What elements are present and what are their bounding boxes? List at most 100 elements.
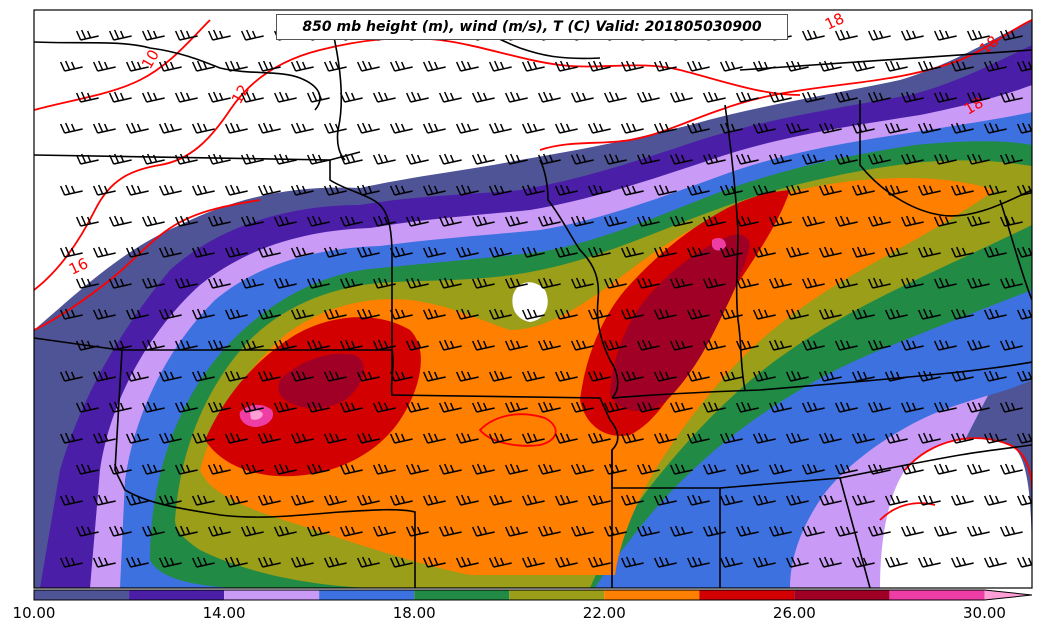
wind-barb: [834, 463, 858, 475]
wind-barb: [537, 277, 561, 289]
wind-barb: [686, 60, 710, 72]
wind-barb: [554, 556, 578, 568]
wind-barb: [75, 339, 99, 351]
wind-barb: [785, 60, 809, 72]
wind-barb: [141, 525, 165, 537]
wind-barb: [323, 60, 347, 72]
wind-barb: [125, 432, 149, 444]
colorbar-bin: [414, 590, 510, 600]
wind-barb: [570, 91, 594, 103]
wind-barb: [686, 370, 710, 382]
wind-barb: [521, 308, 545, 320]
wind-barb: [785, 122, 809, 134]
wind-barb: [669, 463, 693, 475]
wind-barb: [933, 463, 957, 475]
wind-barb: [752, 122, 776, 134]
wind-barb: [785, 184, 809, 196]
wind-barb: [900, 339, 924, 351]
wind-barb: [92, 122, 116, 134]
wind-barb: [191, 432, 215, 444]
wind-barb: [141, 277, 165, 289]
wind-barb: [488, 308, 512, 320]
wind-barb: [141, 153, 165, 165]
wind-barb: [669, 91, 693, 103]
wind-barb: [834, 339, 858, 351]
wind-barb: [356, 122, 380, 134]
wind-barb: [488, 122, 512, 134]
wind-barb: [92, 556, 116, 568]
wind-barb: [900, 91, 924, 103]
wind-barb: [851, 494, 875, 506]
wind-barb: [290, 60, 314, 72]
wind-barb: [257, 246, 281, 258]
wind-barb: [75, 215, 99, 227]
wind-barb: [768, 215, 792, 227]
wind-barb: [966, 339, 990, 351]
wind-barb: [306, 463, 330, 475]
wind-barb: [422, 60, 446, 72]
wind-barb: [752, 556, 776, 568]
wind-barb: [240, 525, 264, 537]
wind-barb: [240, 91, 264, 103]
wind-barb: [900, 153, 924, 165]
wind-barb: [867, 215, 891, 227]
colorbar-tick-label: 22.00: [582, 604, 626, 622]
wind-barb: [273, 91, 297, 103]
wind-barb: [983, 308, 1007, 320]
wind-barb: [620, 494, 644, 506]
wind-barb: [719, 184, 743, 196]
wind-barb: [471, 91, 495, 103]
wind-barb: [884, 432, 908, 444]
wind-barb: [653, 432, 677, 444]
wind-barb: [554, 184, 578, 196]
colorbar-bin: [604, 590, 700, 600]
wind-barb: [801, 401, 825, 413]
wind-barb: [158, 432, 182, 444]
wind-barb: [983, 122, 1007, 134]
wind-barb: [983, 246, 1007, 258]
colorbar-tick-label: 18.00: [392, 604, 436, 622]
wind-barb: [92, 494, 116, 506]
wind-barb: [141, 91, 165, 103]
wind-barb: [686, 556, 710, 568]
wind-barb: [240, 339, 264, 351]
wind-barb: [818, 556, 842, 568]
colorbar-tick-label: 10.00: [12, 604, 56, 622]
wind-barb: [620, 184, 644, 196]
wind-barb: [59, 370, 83, 382]
wind-barb: [554, 308, 578, 320]
wind-barb: [59, 494, 83, 506]
wind-barb: [867, 525, 891, 537]
wind-barb: [999, 339, 1023, 351]
wind-barb: [488, 370, 512, 382]
wind-barb: [999, 29, 1023, 41]
wind-barb: [521, 122, 545, 134]
wind-barb: [438, 215, 462, 227]
wind-barb: [537, 153, 561, 165]
wind-barb: [933, 91, 957, 103]
wind-barb: [900, 525, 924, 537]
wind-barb: [323, 184, 347, 196]
wind-barb: [158, 122, 182, 134]
wind-barb: [240, 153, 264, 165]
wind-barb: [801, 29, 825, 41]
wind-barb: [933, 277, 957, 289]
wind-barb: [59, 184, 83, 196]
wind-barb: [504, 153, 528, 165]
wind-barb: [603, 91, 627, 103]
colorbar-bin: [984, 590, 1032, 600]
wind-barb: [389, 122, 413, 134]
wind-barb: [554, 246, 578, 258]
wind-barb: [389, 246, 413, 258]
wind-barb: [224, 494, 248, 506]
wind-barb: [917, 308, 941, 320]
wind-barb: [801, 277, 825, 289]
wind-barb: [323, 494, 347, 506]
wind-barb: [59, 308, 83, 320]
wind-barb: [785, 246, 809, 258]
wind-barb: [174, 215, 198, 227]
wind-barb: [587, 246, 611, 258]
wind-barb: [471, 463, 495, 475]
wind-barb: [438, 153, 462, 165]
wind-barb: [603, 153, 627, 165]
